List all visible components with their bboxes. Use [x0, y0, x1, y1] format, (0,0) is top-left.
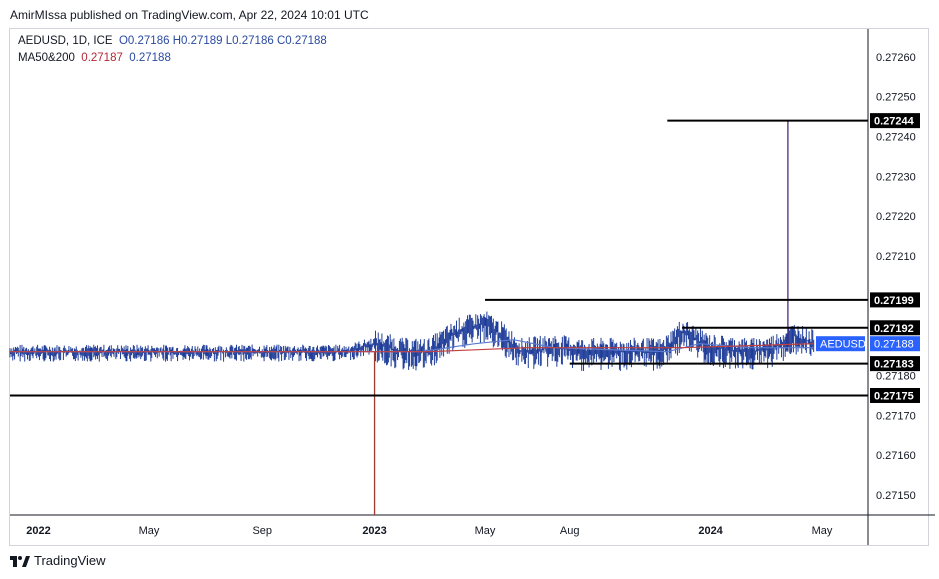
y-tick-label: 0.27210	[876, 251, 916, 263]
x-tick-label: 2023	[362, 525, 386, 537]
x-tick-label: May	[812, 525, 833, 537]
x-tick-label: 2024	[698, 525, 723, 537]
chart-frame	[9, 28, 929, 546]
current-price-badge	[870, 336, 920, 352]
footer: TradingView	[10, 553, 106, 568]
level-price-badge	[870, 320, 920, 336]
publish-info: AmirMIssa published on TradingView.com, …	[10, 8, 369, 22]
y-tick-label: 0.27250	[876, 92, 916, 104]
publish-text: published on TradingView.com, Apr 22, 20…	[70, 8, 369, 22]
legend-open: O0.27186	[118, 35, 170, 47]
level-price-badge	[870, 113, 920, 129]
y-tick-label: 0.27160	[876, 450, 916, 462]
y-tick-label: 0.27240	[876, 132, 916, 144]
x-tick-label: Aug	[560, 525, 580, 537]
legend-close: C0.27188	[276, 35, 327, 47]
ma200-value: 0.27188	[129, 52, 171, 64]
symbol-badge	[816, 336, 865, 352]
level-price-badge	[870, 387, 920, 403]
y-tick-label: 0.27180	[876, 371, 916, 383]
ma200-line	[10, 343, 814, 353]
tradingview-logo-icon[interactable]	[10, 553, 30, 568]
level-price-text: 0.27192	[874, 323, 914, 335]
ma-label[interactable]: MA50&200	[18, 52, 75, 64]
level-price-text: 0.27183	[874, 359, 914, 371]
y-tick-label: 0.27230	[876, 171, 916, 183]
symbol-badge-text: AEDUSD	[820, 339, 866, 351]
level-price-badge	[870, 356, 920, 372]
level-price-text: 0.27199	[874, 295, 914, 307]
legend-low: L0.27186	[225, 35, 274, 47]
x-tick-label: Sep	[252, 525, 272, 537]
current-price-text: 0.27188	[874, 339, 914, 351]
candles-group	[9, 311, 815, 371]
level-price-text: 0.27244	[874, 116, 915, 128]
y-tick-label: 0.27170	[876, 410, 916, 422]
author-name[interactable]: AmirMIssa	[10, 8, 67, 22]
symbol-legend: AEDUSD, 1D, ICE O0.27186 H0.27189 L0.271…	[18, 35, 327, 47]
level-price-text: 0.27175	[874, 390, 914, 402]
y-tick-label: 0.27220	[876, 211, 916, 223]
ma-legend: MA50&200 0.27187 0.27188	[18, 52, 171, 64]
footer-brand[interactable]: TradingView	[34, 553, 106, 568]
legend-high: H0.27189	[172, 35, 223, 47]
x-tick-label: May	[139, 525, 160, 537]
x-tick-label: 2022	[26, 525, 50, 537]
level-price-badge	[870, 292, 920, 308]
legend-symbol[interactable]: AEDUSD, 1D, ICE	[18, 35, 113, 47]
x-tick-label: May	[475, 525, 496, 537]
y-tick-label: 0.27260	[876, 52, 916, 64]
y-tick-label: 0.27150	[876, 490, 916, 502]
ma50-value: 0.27187	[81, 52, 123, 64]
